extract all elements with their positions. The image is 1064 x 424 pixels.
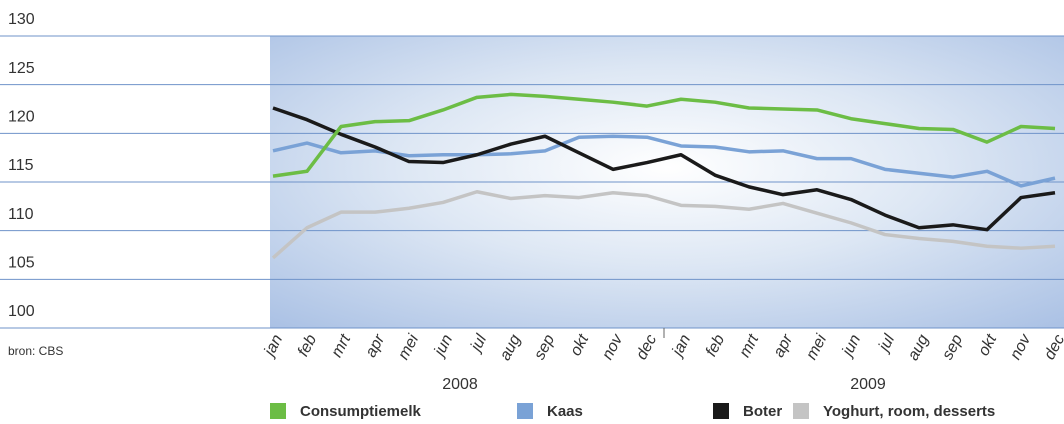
x-tick-label: sep <box>939 332 966 363</box>
line-series <box>272 92 1056 178</box>
legend-label: Yoghurt, room, desserts <box>823 403 995 420</box>
year-label: 2009 <box>850 376 886 393</box>
legend-label: Boter <box>743 403 782 420</box>
y-tick-label: 105 <box>8 255 35 272</box>
x-tick-label: apr <box>362 331 388 360</box>
x-tick-label: jan <box>260 332 286 361</box>
x-tick-label: aug <box>497 332 525 364</box>
legend-swatch <box>713 403 729 419</box>
source: bron: CBS <box>8 344 63 358</box>
line-series <box>272 106 1056 232</box>
x-tick-label: nov <box>1007 331 1035 363</box>
y-tick-label: 125 <box>8 60 35 77</box>
y-tick-label: 115 <box>8 157 34 174</box>
legend-swatch <box>793 403 809 419</box>
x-tick-label: nov <box>599 331 627 363</box>
x-tick-label: dec <box>633 332 660 363</box>
x-tick-label: mrt <box>736 331 762 360</box>
y-tick-label: 130 <box>8 11 35 28</box>
x-tick-label: mrt <box>328 331 354 360</box>
x-tick-label: mei <box>803 331 830 362</box>
x-tick-label: mei <box>395 331 422 362</box>
legend-label: Kaas <box>547 403 583 420</box>
y-tick-label: 110 <box>8 206 34 223</box>
legend-swatch <box>270 403 286 419</box>
legend-label: Consumptiemelk <box>300 403 422 420</box>
x-tick-label: jan <box>668 332 694 361</box>
x-tick-label: aug <box>905 332 933 364</box>
y-tick-label: 120 <box>8 109 35 126</box>
line-series <box>271 189 1056 260</box>
line-series <box>272 134 1056 188</box>
x-tick-label: okt <box>567 331 592 358</box>
x-tick-label: jun <box>838 332 864 361</box>
x-tick-label: okt <box>975 331 1000 358</box>
x-tick-label: jun <box>430 332 456 361</box>
y-tick-label: 100 <box>8 303 35 320</box>
x-tick-label: feb <box>295 332 321 360</box>
x-tick-label: feb <box>703 332 729 360</box>
x-tick-label: apr <box>770 331 796 360</box>
year-label: 2008 <box>442 376 478 393</box>
x-tick-label: dec <box>1041 332 1064 363</box>
x-tick-label: jul <box>875 331 899 355</box>
x-tick-label: sep <box>531 332 558 363</box>
legend-swatch <box>517 403 533 419</box>
x-tick-label: jul <box>467 331 491 355</box>
